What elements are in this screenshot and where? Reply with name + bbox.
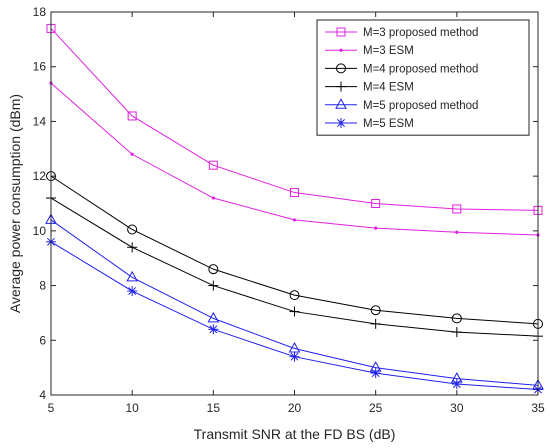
x-tick-label: 20 xyxy=(288,401,302,415)
data-point xyxy=(208,324,219,335)
x-tick-label: 5 xyxy=(48,401,55,415)
y-axis-label: Average power consumption (dBm) xyxy=(7,94,23,313)
legend-marker xyxy=(339,48,343,52)
legend-label: M=5 ESM xyxy=(363,118,414,130)
series-line xyxy=(50,219,539,386)
data-point xyxy=(290,188,299,198)
data-point xyxy=(127,286,138,297)
series-6 xyxy=(46,236,543,395)
data-point xyxy=(127,224,138,235)
data-point xyxy=(126,270,139,282)
legend-label: M=3 ESM xyxy=(363,45,414,57)
x-axis-label: Transmit SNR at the FD BS (dB) xyxy=(194,426,396,442)
series-line xyxy=(50,175,539,325)
legend-item: M=4 ESM xyxy=(325,81,414,94)
x-tick-label: 15 xyxy=(207,401,221,415)
data-point xyxy=(289,306,300,317)
data-point xyxy=(292,218,297,222)
x-tick-label: 30 xyxy=(450,401,464,415)
legend-item: M=5 ESM xyxy=(325,118,414,130)
data-point xyxy=(451,313,462,324)
series-line xyxy=(50,28,539,211)
series-3 xyxy=(46,171,543,329)
legend: M=3 proposed method M=3 ESM M=4 proposed m… xyxy=(316,19,530,136)
data-point xyxy=(289,290,300,301)
legend-box xyxy=(316,19,530,136)
data-point xyxy=(127,242,138,253)
legend-item: M=4 proposed method xyxy=(325,63,478,75)
data-point xyxy=(211,196,215,200)
y-tick-label: 14 xyxy=(33,114,47,128)
data-point xyxy=(452,204,462,214)
data-point xyxy=(289,351,300,362)
data-point xyxy=(451,379,462,390)
y-tick-label: 16 xyxy=(33,60,47,74)
legend-label: M=3 proposed method xyxy=(363,27,478,39)
x-tick-label: 25 xyxy=(369,401,383,415)
data-point xyxy=(374,226,378,230)
y-tick-label: 4 xyxy=(39,388,46,402)
y-tick-label: 10 xyxy=(33,224,47,238)
legend-item: M=3 proposed method xyxy=(325,27,478,39)
data-point xyxy=(207,311,220,323)
data-point xyxy=(371,199,381,208)
y-tick-label: 12 xyxy=(33,169,47,183)
data-series xyxy=(45,23,544,395)
legend-marker xyxy=(336,27,346,37)
x-tick-label: 35 xyxy=(531,401,545,415)
data-point xyxy=(370,305,381,316)
data-point xyxy=(451,327,462,338)
legend-item: M=3 ESM xyxy=(325,45,414,57)
data-point xyxy=(130,152,134,156)
y-tick-label: 8 xyxy=(39,279,46,293)
data-point xyxy=(127,111,137,121)
data-point xyxy=(208,160,218,170)
series-1 xyxy=(46,23,543,215)
legend-label: M=4 ESM xyxy=(363,82,414,94)
y-tick-label: 6 xyxy=(39,333,46,347)
legend-marker xyxy=(335,98,347,109)
plot-frame xyxy=(50,11,539,396)
y-tick-label: 18 xyxy=(33,5,47,19)
data-point xyxy=(370,368,381,379)
data-point xyxy=(455,230,459,234)
axis-ticks: 5 10 15 20 25 30 35 4 6 8 10 12 14 16 18 xyxy=(33,5,545,415)
legend-label: M=4 proposed method xyxy=(363,63,478,75)
legend-marker xyxy=(336,63,346,74)
legend-marker xyxy=(336,81,346,92)
legend-item: M=5 proposed method xyxy=(325,98,478,112)
x-tick-label: 10 xyxy=(125,401,139,415)
data-point xyxy=(208,264,219,275)
legend-label: M=5 proposed method xyxy=(363,100,478,112)
legend-marker xyxy=(336,118,346,128)
data-point xyxy=(208,280,219,291)
data-point xyxy=(370,318,381,329)
